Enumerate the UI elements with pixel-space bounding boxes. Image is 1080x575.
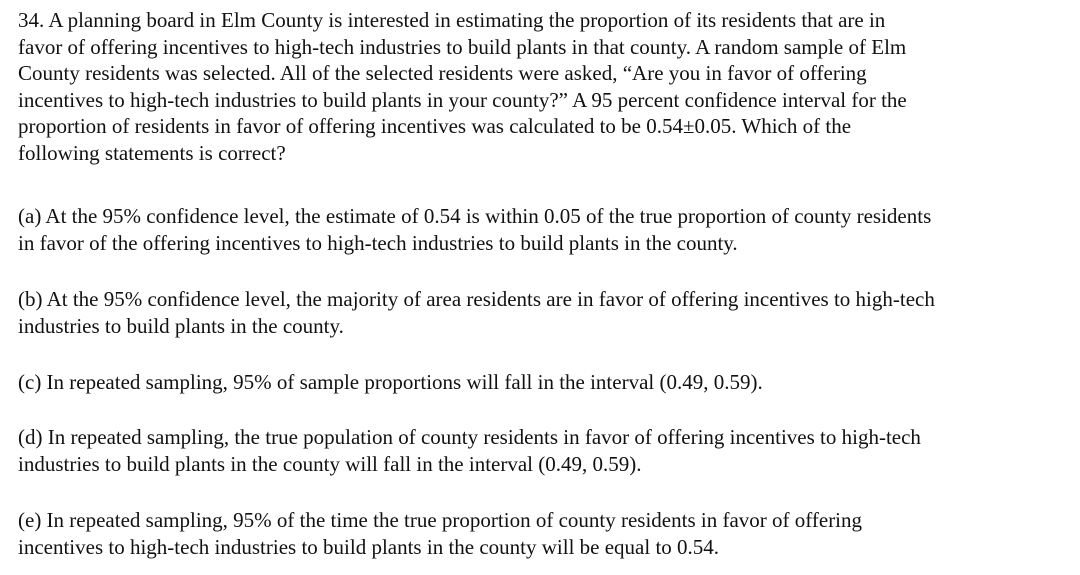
question-line: following statements is correct? <box>18 140 286 165</box>
question-line: 34. A planning board in Elm County is in… <box>18 8 886 32</box>
option-line: (c) In repeated sampling, 95% of sample … <box>18 370 763 394</box>
option-line: (e) In repeated sampling, 95% of the tim… <box>18 508 863 532</box>
question-line: incentives to high-tech industries to bu… <box>18 87 907 112</box>
option-line: in favor of the offering incentives to h… <box>18 230 738 255</box>
option-a: (a) At the 95% confidence level, the est… <box>18 203 931 256</box>
option-b: (b) At the 95% confidence level, the maj… <box>18 286 935 339</box>
option-line: incentives to high-tech industries to bu… <box>18 534 720 559</box>
option-line: industries to build plants in the county… <box>18 451 642 476</box>
option-c: (c) In repeated sampling, 95% of sample … <box>18 369 763 396</box>
option-line: (b) At the 95% confidence level, the maj… <box>18 287 935 311</box>
question-stem: 34. A planning board in Elm County is in… <box>18 7 907 166</box>
option-line: industries to build plants in the county… <box>18 313 344 338</box>
option-line: (a) At the 95% confidence level, the est… <box>18 204 932 228</box>
option-e: (e) In repeated sampling, 95% of the tim… <box>18 507 862 560</box>
option-line: (d) In repeated sampling, the true popul… <box>18 425 921 449</box>
question-line: County residents was selected. All of th… <box>18 61 867 85</box>
question-line: proportion of residents in favor of offe… <box>18 114 852 138</box>
question-line: favor of offering incentives to high-tec… <box>18 34 907 59</box>
option-d: (d) In repeated sampling, the true popul… <box>18 424 921 477</box>
